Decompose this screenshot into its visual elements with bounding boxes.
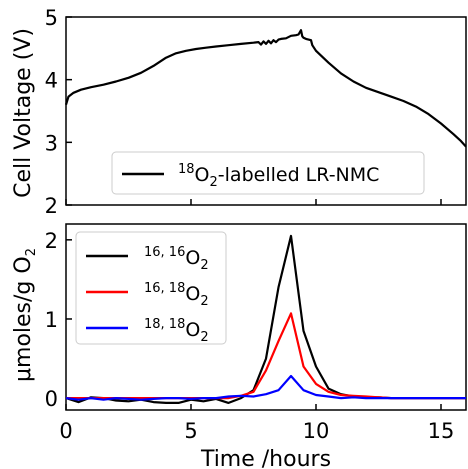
- oxygen-legend-label: 18, 18O2: [144, 317, 209, 345]
- voltage-ytick-label: 3: [45, 131, 58, 155]
- oxygen-legend-label: 16, 16O2: [144, 245, 209, 273]
- oxygen-legend-label: 16, 18O2: [144, 281, 209, 309]
- voltage-ytick-label: 2: [45, 194, 58, 218]
- voltage-legend: 18O2-labelled LR-NMC: [111, 151, 425, 195]
- oxygen-ytick-label: 0: [45, 387, 58, 411]
- voltage-series-line: [64, 29, 467, 148]
- oxygen-series-line: [65, 374, 466, 401]
- voltage-legend-label: 18O2-labelled LR-NMC: [178, 162, 379, 190]
- time-xtick-label: 10: [303, 419, 330, 443]
- voltage-panel: 2 3 4 5 Cell Voltage (V) 18O2-labelled LR-N…: [11, 6, 467, 218]
- oxygen-axis-label: μmoles/g O2: [11, 248, 39, 382]
- voltage-axis-label: Cell Voltage (V): [11, 28, 36, 198]
- voltage-plot-frame: [65, 16, 467, 206]
- oxygen-ytick-label: 1: [45, 308, 58, 332]
- time-xtick-label: 15: [428, 419, 455, 443]
- voltage-legend-box: [111, 151, 425, 195]
- oxygen-panel: 0 1 2 0 5 10 15 μmoles/g O2 Time /hours 16, 1…: [11, 223, 467, 469]
- time-xtick-label: 5: [184, 419, 197, 443]
- voltage-ytick-label: 5: [45, 6, 58, 30]
- oxygen-legend: 16, 16O2 16, 18O2 18, 18O2: [75, 231, 227, 345]
- time-xtick-label: 0: [59, 419, 72, 443]
- voltage-ytick-label: 4: [45, 69, 58, 93]
- time-axis-label: Time /hours: [200, 447, 331, 469]
- oxygen-ytick-label: 2: [45, 229, 58, 253]
- oxygen-plot-frame: [65, 223, 467, 411]
- oxygen-legend-box: [75, 231, 227, 345]
